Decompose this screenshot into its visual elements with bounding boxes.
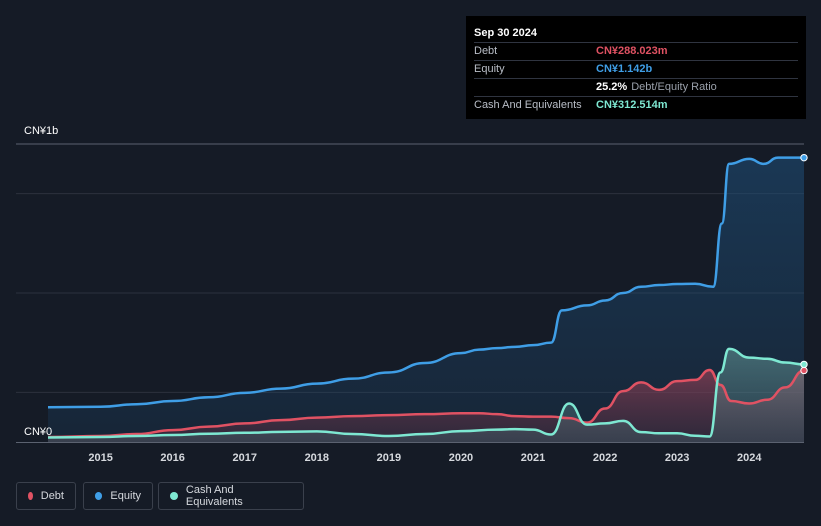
y-axis-bottom-label: CN¥0: [24, 426, 52, 438]
tooltip-cash-label: Cash And Equivalents: [474, 99, 582, 111]
legend-item-debt[interactable]: Debt: [16, 482, 76, 510]
equityarea-fill: [48, 157, 804, 443]
legend-equity-label: Equity: [110, 490, 141, 502]
y-axis-top-label: CN¥1b: [24, 125, 58, 137]
x-tick-label: 2024: [737, 452, 762, 464]
tooltip-cash-value: CN¥312.514m: [596, 99, 668, 111]
cash-legend-dot-icon: [170, 492, 178, 500]
x-tick-label: 2016: [160, 452, 184, 464]
tooltip-equity-value: CN¥1.142b: [596, 63, 653, 75]
legend-item-equity[interactable]: Equity: [83, 482, 153, 510]
tooltip-debt-value: CN¥288.023m: [596, 45, 668, 57]
x-tick-label: 2015: [88, 452, 112, 464]
x-tick-label: 2021: [521, 452, 545, 464]
tooltip-ratio-caption: Debt/Equity Ratio: [631, 81, 717, 93]
x-tick-label: 2020: [449, 452, 473, 464]
cash-and-equivalentsline: [47, 347, 805, 439]
x-tick-label: 2023: [665, 452, 689, 464]
tooltip-row-debt: Debt CN¥288.023m: [474, 42, 798, 60]
x-tick-label: 2019: [377, 452, 401, 464]
debtline: [47, 368, 805, 439]
tooltip-row-ratio: 25.2% Debt/Equity Ratio: [474, 78, 798, 96]
tooltip-row-equity: Equity CN¥1.142b: [474, 60, 798, 78]
cash-and-equivalentsarea-fill: [48, 348, 804, 442]
tooltip-ratio-label: [474, 79, 596, 96]
tooltip-ratio-value: 25.2%: [596, 81, 628, 93]
legend-cash-label: Cash And Equivalents: [185, 484, 243, 508]
equityend-marker: [800, 153, 808, 162]
tooltip-debt-label: Debt: [474, 45, 498, 57]
legend-debt-label: Debt: [40, 490, 64, 502]
x-tick-label: 2017: [233, 452, 257, 464]
equityline: [47, 156, 804, 409]
debt-legend-dot-icon: [28, 492, 33, 500]
debtend-marker: [800, 366, 808, 375]
tooltip-date: Sep 30 2024: [474, 27, 537, 39]
legend-item-cash[interactable]: Cash And Equivalents: [158, 482, 304, 510]
x-tick-label: 2022: [593, 452, 617, 464]
x-tick-label: 2018: [305, 452, 329, 464]
data-tooltip: Sep 30 2024 Debt CN¥288.023m Equity CN¥1…: [466, 16, 806, 119]
tooltip-row-cash: Cash And Equivalents CN¥312.514m: [474, 96, 798, 114]
cash-and-equivalentsend-marker: [800, 360, 808, 369]
equity-legend-dot-icon: [95, 492, 103, 500]
tooltip-equity-label: Equity: [474, 63, 505, 75]
